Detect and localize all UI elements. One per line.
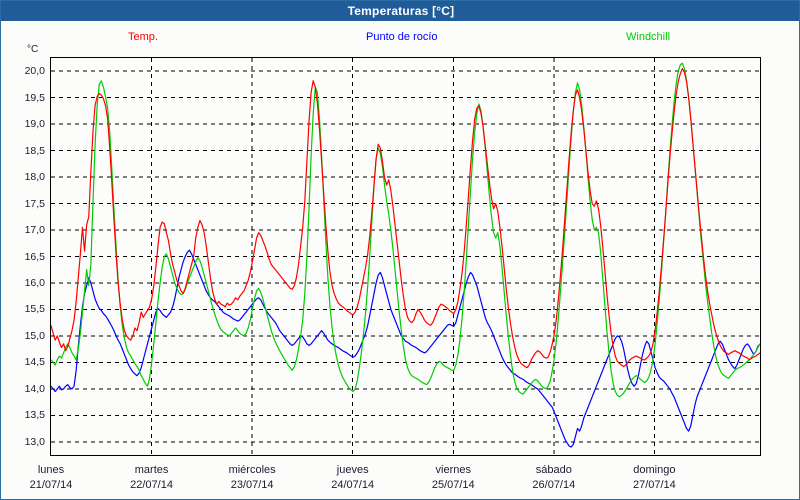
y-axis-tick-label: 16,5 <box>24 250 45 263</box>
legend-label-windchill: Windchill <box>626 31 671 43</box>
series-line-windchill <box>51 62 760 398</box>
y-axis-tick-label: 15,5 <box>24 303 45 316</box>
x-axis-tick-label: jueves 24/07/14 <box>288 463 418 493</box>
x-tick-dayname: martes <box>134 464 169 476</box>
y-axis-tick-label: 18,5 <box>24 144 45 157</box>
y-axis-tick-label: 16,0 <box>24 276 45 289</box>
y-axis-tick-label: 18,0 <box>24 171 45 184</box>
x-axis-tick-label: miércoles 23/07/14 <box>187 463 317 493</box>
series-line-temp <box>51 67 760 369</box>
legend-item-windchill: Windchill <box>626 31 670 43</box>
chart-svg <box>51 58 760 455</box>
legend-item-dew-point: Punto de rocío <box>366 31 438 43</box>
x-axis-tick-label: lunes 21/07/14 <box>1 463 116 493</box>
series-line-punto-de-roc-o <box>51 249 760 448</box>
y-axis-tick-label: 15,0 <box>24 329 45 342</box>
x-tick-date: 24/07/14 <box>331 479 375 491</box>
y-axis-tick-label: 13,5 <box>24 409 45 422</box>
window-title: Temperaturas [°C] <box>347 4 455 18</box>
x-tick-date: 22/07/14 <box>130 479 173 491</box>
x-tick-date: 26/07/14 <box>532 479 576 491</box>
legend-label-dew-point: Punto de rocío <box>366 31 438 43</box>
legend-item-temp: Temp. <box>128 31 158 43</box>
x-tick-date: 27/07/14 <box>632 479 676 491</box>
x-tick-dayname: sábado <box>535 464 572 476</box>
chart-canvas: Temp. Punto de rocío Windchill °C 20,0 19… <box>1 21 799 499</box>
x-axis-tick-label: martes 22/07/14 <box>87 463 217 493</box>
y-axis-tick-label: 13,0 <box>24 435 45 448</box>
window-title-bar: Temperaturas [°C] <box>1 1 799 21</box>
x-axis-tick-label: domingo 27/07/14 <box>589 463 719 493</box>
plot-area <box>50 57 761 456</box>
x-tick-date: 23/07/14 <box>230 479 274 491</box>
y-axis-unit-label: °C <box>27 44 39 55</box>
x-axis-tick-label: viernes 25/07/14 <box>388 463 518 493</box>
y-axis-tick-label: 19,5 <box>24 91 45 104</box>
x-tick-dayname: lunes <box>37 464 65 476</box>
x-axis-tick-label: sábado 26/07/14 <box>489 463 619 493</box>
x-tick-date: 25/07/14 <box>431 479 475 491</box>
x-tick-dayname: jueves <box>336 464 369 476</box>
x-tick-dayname: viernes <box>435 464 471 476</box>
x-tick-dayname: domingo <box>633 464 676 476</box>
y-axis-tick-label: 17,5 <box>24 197 45 210</box>
x-tick-date: 21/07/14 <box>29 479 73 491</box>
y-axis-tick-label: 17,0 <box>24 224 45 237</box>
y-axis-tick-label: 14,0 <box>24 382 45 395</box>
y-axis-tick-label: 19,0 <box>24 118 45 131</box>
x-tick-dayname: miércoles <box>228 464 276 476</box>
y-axis-tick-label: 14,5 <box>24 356 45 369</box>
legend-label-temp: Temp. <box>128 31 158 43</box>
y-axis-tick-label: 20,0 <box>24 65 45 78</box>
